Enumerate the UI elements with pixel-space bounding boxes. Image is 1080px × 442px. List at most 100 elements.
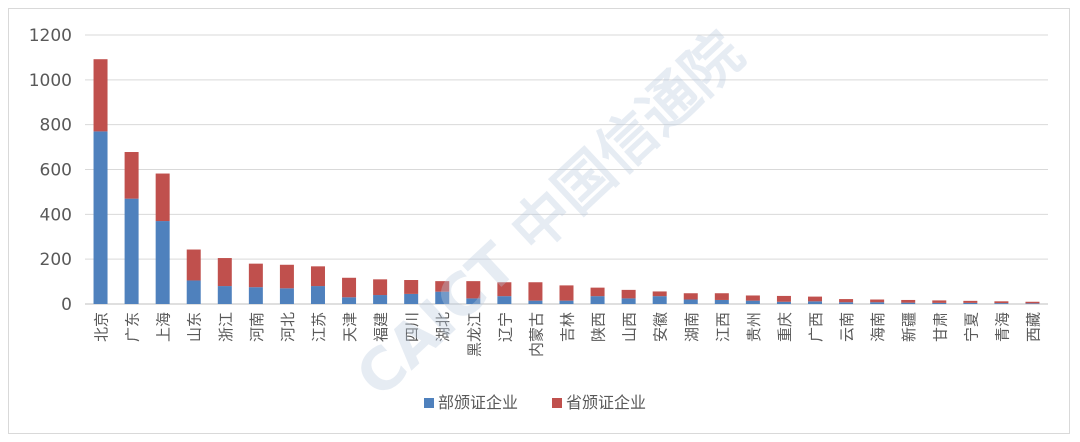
x-category-label: 陕西 (590, 312, 608, 342)
x-category-label: 内蒙古 (527, 312, 545, 357)
bar-segment-ministry (1025, 303, 1040, 304)
x-category-label: 湖北 (434, 312, 452, 342)
bar-segment-ministry (963, 302, 978, 304)
x-category-label: 江苏 (310, 312, 328, 342)
x-category-label: 青海 (993, 312, 1011, 342)
bar-segment-ministry (279, 288, 294, 304)
bar-segment-province (963, 300, 978, 303)
bar-segment-province (683, 293, 698, 300)
bar-segment-province (310, 266, 325, 287)
legend-swatch-ministry (424, 398, 434, 408)
bar-segment-province (186, 249, 201, 281)
y-tick-label: 200 (40, 250, 72, 270)
x-category-label: 北京 (93, 312, 111, 342)
bar-segment-province (497, 282, 512, 297)
bar-segment-province (839, 299, 854, 303)
x-category-label: 上海 (155, 312, 173, 342)
x-category-label: 黑龙江 (465, 312, 483, 357)
chart-frame (8, 8, 1070, 434)
bar-segment-ministry (248, 287, 263, 304)
x-category-label: 重庆 (776, 312, 794, 342)
x-category-label: 广西 (807, 312, 825, 342)
x-category-label: 广东 (124, 312, 142, 342)
bar-segment-province (932, 300, 947, 303)
bar-segment-ministry (621, 298, 636, 304)
x-category-label: 四川 (403, 312, 421, 342)
bar-segment-province (124, 152, 139, 199)
bar-segment-ministry (652, 296, 667, 304)
x-category-label: 河北 (279, 312, 297, 342)
x-category-label: 云南 (838, 312, 856, 342)
x-category-label: 甘肃 (931, 312, 949, 342)
bar-segment-province (217, 258, 232, 287)
bar-segment-province (373, 279, 388, 296)
bar-segment-ministry (466, 298, 481, 304)
bar-segment-ministry (373, 295, 388, 304)
bar-segment-ministry (714, 299, 729, 304)
bars (93, 59, 1040, 304)
bar-segment-ministry (745, 300, 760, 304)
x-category-label: 天津 (341, 312, 359, 342)
bar-segment-province (404, 280, 419, 294)
bar-segment-ministry (901, 302, 916, 304)
bar-segment-province (466, 281, 481, 299)
bar-segment-ministry (528, 300, 543, 304)
bar-segment-province (528, 282, 543, 301)
bar-segment-ministry (124, 198, 139, 304)
x-category-label: 辽宁 (496, 312, 514, 342)
bar-segment-province (808, 296, 823, 302)
bar-segment-province (621, 289, 636, 299)
bar-segment-province (559, 285, 574, 301)
x-category-label: 湖南 (683, 312, 701, 342)
x-category-label: 海南 (869, 312, 887, 342)
bar-segment-ministry (93, 131, 108, 304)
bar-segment-province (1025, 301, 1040, 304)
bar-segment-province (435, 281, 450, 292)
bar-segment-ministry (497, 296, 512, 304)
bar-segment-ministry (155, 221, 170, 304)
legend-swatch-province (552, 398, 562, 408)
x-category-label: 江西 (714, 312, 732, 342)
bar-segment-ministry (870, 302, 885, 304)
bar-segment-ministry (932, 302, 947, 304)
legend: 部颁证企业 省颁证企业 (424, 393, 646, 412)
bar-segment-province (279, 264, 294, 289)
bar-segment-province (994, 301, 1009, 304)
x-category-label: 山东 (186, 312, 204, 342)
bar-segment-ministry (839, 302, 854, 304)
bar-segment-province (776, 295, 791, 302)
bar-segment-province (155, 173, 170, 222)
x-category-label: 安徽 (652, 312, 670, 342)
bar-segment-ministry (404, 293, 419, 304)
bar-segment-province (870, 299, 885, 303)
bar-segment-ministry (590, 296, 605, 304)
x-category-label: 河南 (248, 312, 266, 342)
legend-label-ministry: 部颁证企业 (438, 393, 518, 412)
y-tick-label: 0 (61, 295, 72, 315)
x-axis-labels: 北京 广东 上海 山东 浙江 河南 河北 江苏 天津 福建 四川 湖北 黑龙江 辽宁 内蒙古 吉林 陕西 山西 安徽… (93, 312, 1043, 357)
bar-segment-province (248, 263, 263, 288)
bar-segment-ministry (776, 301, 791, 304)
y-axis-ticks: 0 200 400 600 800 1000 1200 (29, 26, 72, 315)
bar-segment-ministry (342, 297, 357, 304)
y-tick-label: 1200 (29, 26, 72, 46)
x-category-label: 贵州 (745, 312, 763, 342)
bar-segment-ministry (808, 301, 823, 304)
bar-segment-province (652, 291, 667, 297)
y-tick-label: 600 (40, 161, 72, 181)
bar-segment-ministry (186, 280, 201, 304)
x-category-label: 吉林 (559, 312, 577, 342)
bar-segment-province (901, 299, 916, 303)
x-category-label: 新疆 (900, 312, 918, 342)
bar-segment-ministry (994, 303, 1009, 304)
x-category-label: 福建 (372, 312, 390, 342)
y-tick-label: 1000 (29, 71, 72, 91)
bar-segment-province (342, 277, 357, 298)
x-category-label: 宁夏 (962, 312, 980, 342)
x-category-label: 西藏 (1024, 312, 1042, 342)
bar-segment-ministry (217, 286, 232, 304)
bar-segment-ministry (559, 300, 574, 304)
bar-segment-province (93, 59, 108, 132)
bar-segment-ministry (435, 291, 450, 304)
